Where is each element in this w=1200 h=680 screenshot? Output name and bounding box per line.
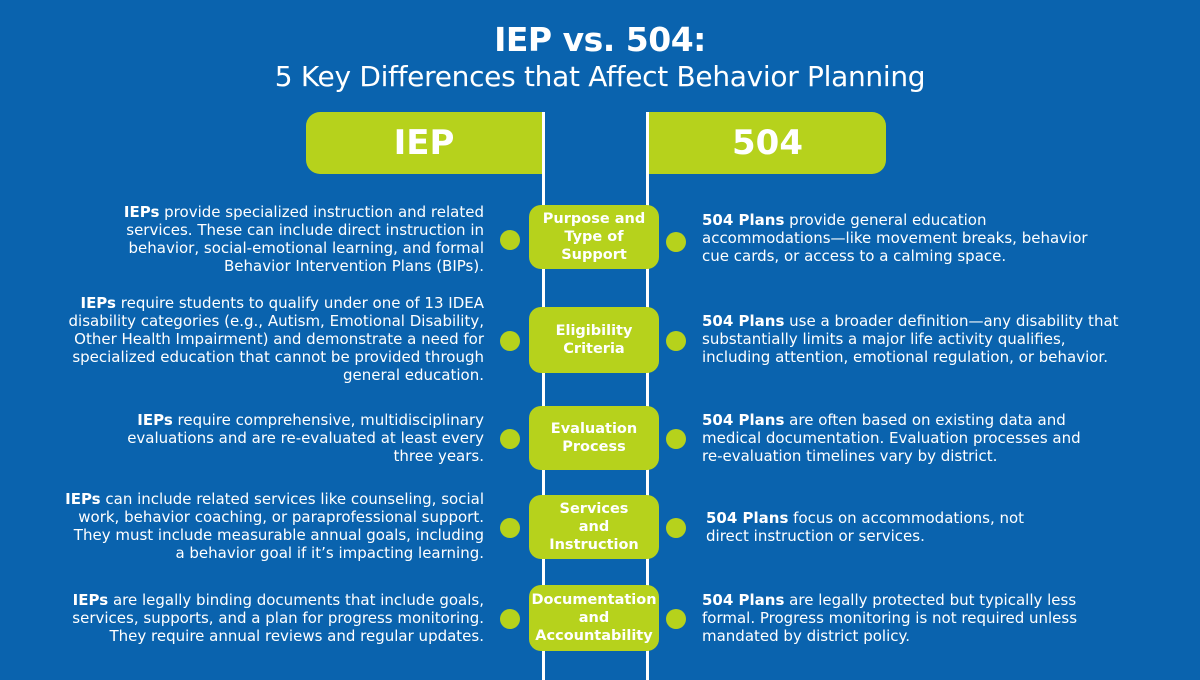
connector-dot-right [666,331,686,351]
connector-dot-left [500,331,520,351]
category-label: Services and Instruction [529,495,659,559]
504-column-header: 504 [649,112,886,174]
connector-dot-left [500,609,520,629]
page-title: IEP vs. 504: [494,20,706,59]
connector-dot-left [500,230,520,250]
category-label: Eligibility Criteria [529,307,659,373]
category-label: Documentation and Accountability [529,585,659,651]
connector-dot-right [666,232,686,252]
504-description: 504 Plans are often based on existing da… [702,411,1081,465]
504-description: 504 Plans provide general education acco… [702,211,1088,265]
iep-description: IEPs require students to qualify under o… [68,294,485,384]
iep-description: IEPs provide specialized instruction and… [123,203,484,275]
504-description: 504 Plans focus on accommodations, not d… [706,509,1025,545]
iep-description: IEPs require comprehensive, multidiscipl… [127,411,484,465]
divider-line-right [646,112,649,680]
connector-dot-right [666,518,686,538]
connector-dot-left [500,429,520,449]
connector-dot-right [666,609,686,629]
504-description: 504 Plans use a broader definition—any d… [702,312,1119,366]
category-label: Purpose and Type of Support [529,205,659,269]
iep-description: IEPs can include related services like c… [65,490,484,562]
divider-line-left [542,112,545,680]
iep-column-header: IEP [306,112,542,174]
connector-dot-left [500,518,520,538]
category-label: Evaluation Process [529,406,659,470]
page-subtitle: 5 Key Differences that Affect Behavior P… [274,60,926,93]
iep-description: IEPs are legally binding documents that … [72,591,484,645]
connector-dot-right [666,429,686,449]
504-description: 504 Plans are legally protected but typi… [702,591,1078,645]
